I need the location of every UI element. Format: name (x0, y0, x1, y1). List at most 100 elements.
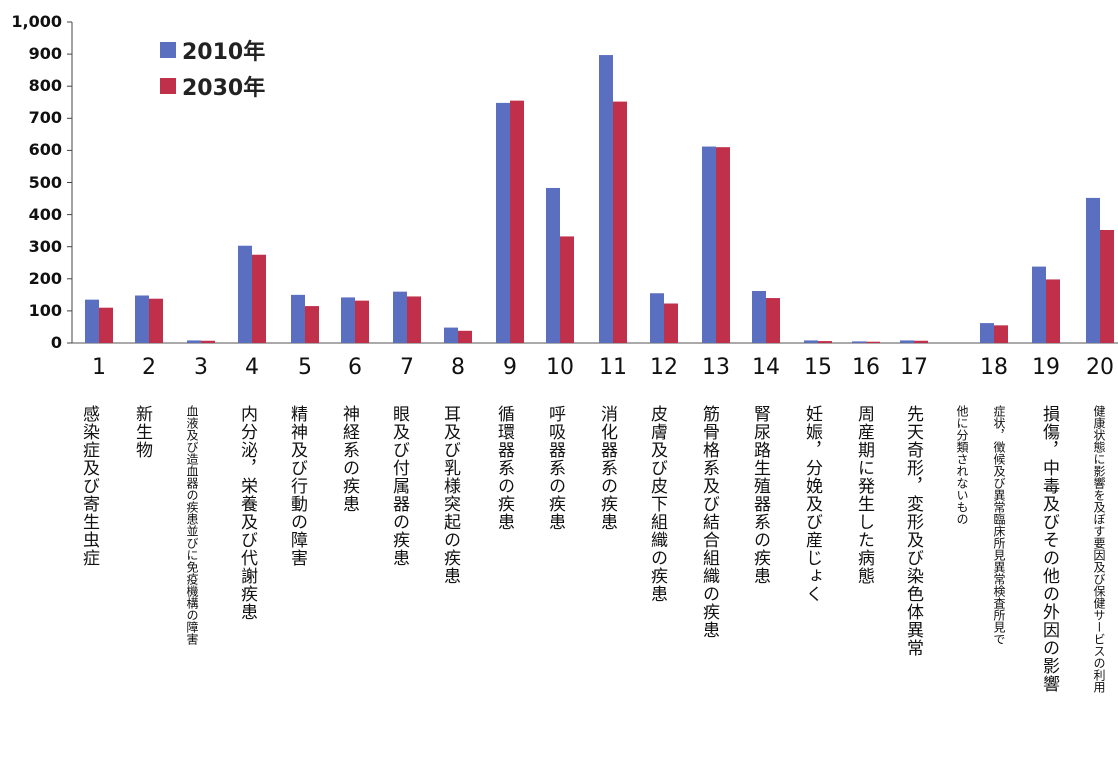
category-label: 神経系の疾患 (339, 405, 359, 513)
y-tick-label: 1,000 (11, 12, 62, 31)
y-tick-label: 300 (28, 236, 62, 256)
category-label: 耳及び乳様突起の疾患 (440, 405, 460, 585)
bar-2030-cat-1 (99, 307, 113, 343)
bar-2010-cat-2 (135, 295, 149, 343)
category-label: 眼及び付属器の疾患 (389, 405, 409, 567)
bar-2010-cat-11 (599, 55, 613, 344)
bar-2030-cat-7 (407, 296, 421, 343)
x-tick-label: 17 (900, 355, 928, 380)
x-tick-label: 11 (599, 355, 627, 380)
bar-2030-cat-9 (510, 100, 524, 344)
category-label: 症状，徴候及び異常臨床所見異常検査所見で (992, 405, 1006, 645)
y-tick-label: 0 (50, 333, 62, 352)
x-tick-label: 16 (852, 355, 880, 380)
bar-2010-cat-5 (291, 294, 305, 343)
bar-2010-cat-9 (496, 102, 510, 343)
category-label: 呼吸器系の疾患 (545, 405, 565, 531)
bar-2010-cat-7 (393, 291, 407, 343)
bar-2030-cat-11 (613, 101, 627, 343)
x-tick-label: 15 (804, 355, 832, 380)
bar-2010-cat-13 (702, 146, 716, 343)
x-tick-label: 9 (503, 355, 517, 380)
bar-2030-cat-20 (1100, 230, 1114, 343)
category-label: 新生物 (132, 405, 152, 459)
bar-2010-cat-12 (650, 293, 664, 343)
x-tick-label: 13 (702, 355, 730, 380)
bar-2030-cat-17 (914, 340, 928, 343)
legend-swatch-2010 (160, 42, 176, 58)
category-label: 損傷，中毒及びその他の外因の影響 (1039, 405, 1059, 693)
bar-2010-cat-20 (1086, 197, 1100, 343)
x-tick-label: 14 (752, 355, 780, 380)
category-label: 腎尿路生殖器系の疾患 (750, 405, 770, 585)
legend-label-2010: 2010年 (182, 40, 266, 65)
bar-2030-cat-13 (716, 147, 730, 343)
category-label: 先天奇形，変形及び染色体異常 (903, 405, 923, 657)
x-tick-label: 1 (92, 355, 106, 380)
bar-2010-cat-19 (1032, 266, 1046, 343)
y-tick-label: 200 (28, 268, 62, 288)
bar-2010-cat-16 (852, 341, 866, 343)
x-tick-label: 18 (980, 355, 1008, 380)
x-tick-label: 3 (194, 355, 208, 380)
x-tick-label: 2 (142, 355, 156, 380)
bar-2010-cat-4 (238, 245, 252, 343)
category-label: 精神及び行動の障害 (287, 405, 307, 567)
y-tick-label: 500 (28, 172, 62, 192)
x-tick-label: 4 (245, 355, 259, 380)
x-tick-label: 5 (298, 355, 312, 380)
bar-2030-cat-16 (866, 341, 880, 343)
y-tick-label: 900 (28, 44, 62, 64)
bar-2010-cat-18 (980, 323, 994, 343)
bar-2010-cat-8 (444, 327, 458, 343)
category-label: 他に分類されないもの (955, 405, 969, 525)
x-tick-label: 10 (546, 355, 574, 380)
y-tick-label: 800 (28, 76, 62, 96)
bar-2010-cat-6 (341, 297, 355, 343)
legend-swatch-2030 (160, 78, 176, 94)
bar-2030-cat-12 (664, 303, 678, 343)
bar-2030-cat-10 (560, 236, 574, 343)
bar-2010-cat-10 (546, 187, 560, 343)
x-tick-label: 6 (348, 355, 362, 380)
bar-2010-cat-14 (752, 290, 766, 343)
bar-2010-cat-1 (85, 299, 99, 343)
category-label: 健康状態に影響を及ぼす要因及び保健サービスの利用 (1092, 405, 1106, 693)
y-tick-label: 700 (28, 108, 62, 128)
bar-2030-cat-18 (994, 325, 1008, 343)
bar-2030-cat-8 (458, 330, 472, 343)
legend: 2010年 2030年 (160, 32, 265, 104)
bar-2010-cat-17 (900, 340, 914, 343)
y-tick-label: 600 (28, 140, 62, 160)
bar-2030-cat-5 (305, 306, 319, 343)
y-tick-label: 400 (28, 204, 62, 224)
x-tick-label: 12 (650, 355, 678, 380)
x-tick-label: 19 (1032, 355, 1060, 380)
category-label: 妊娠，分娩及び産じょく (802, 405, 822, 603)
bar-2010-cat-3 (187, 340, 201, 343)
category-label: 消化器系の疾患 (597, 405, 617, 531)
bar-2030-cat-14 (766, 298, 780, 343)
category-label: 周産期に発生した病態 (854, 405, 874, 585)
category-label: 感染症及び寄生虫症 (79, 405, 99, 567)
bar-2030-cat-15 (818, 341, 832, 343)
x-tick-label: 8 (451, 355, 465, 380)
category-label: 筋骨格系及び結合組織の疾患 (699, 405, 719, 639)
bar-2030-cat-6 (355, 300, 369, 343)
legend-item-2030: 2030年 (160, 68, 265, 104)
bar-2030-cat-3 (201, 340, 215, 343)
legend-item-2010: 2010年 (160, 32, 265, 68)
category-label: 血液及び造血器の疾患並びに免疫機構の障害 (185, 405, 199, 645)
bar-2010-cat-15 (804, 340, 818, 343)
x-tick-label: 20 (1086, 355, 1114, 380)
x-tick-label: 7 (400, 355, 414, 380)
y-tick-label: 100 (28, 300, 62, 320)
category-label: 循環器系の疾患 (494, 405, 514, 531)
bar-2030-cat-4 (252, 254, 266, 343)
category-label: 内分泌，栄養及び代謝疾患 (237, 405, 257, 621)
bar-2030-cat-19 (1046, 279, 1060, 343)
bar-2030-cat-2 (149, 298, 163, 343)
legend-label-2030: 2030年 (182, 76, 266, 101)
